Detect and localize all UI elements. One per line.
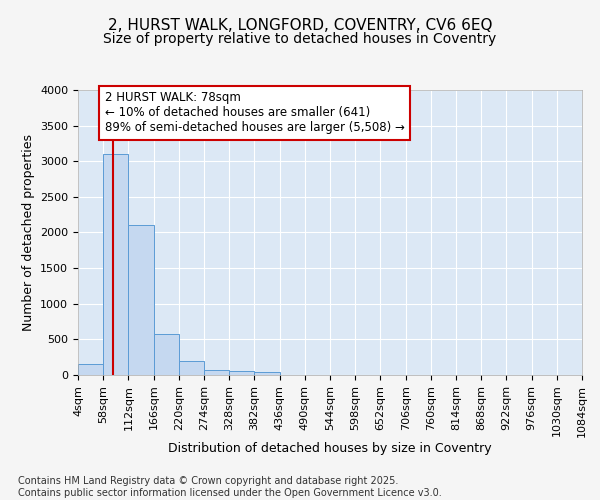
Bar xyxy=(103,154,128,375)
Bar xyxy=(179,361,204,375)
Bar xyxy=(204,370,229,375)
Text: Contains HM Land Registry data © Crown copyright and database right 2025.
Contai: Contains HM Land Registry data © Crown c… xyxy=(18,476,442,498)
Bar xyxy=(128,226,154,375)
Bar xyxy=(154,334,179,375)
Bar xyxy=(254,372,280,375)
Bar xyxy=(229,372,254,375)
Text: Size of property relative to detached houses in Coventry: Size of property relative to detached ho… xyxy=(103,32,497,46)
X-axis label: Distribution of detached houses by size in Coventry: Distribution of detached houses by size … xyxy=(168,442,492,456)
Y-axis label: Number of detached properties: Number of detached properties xyxy=(22,134,35,331)
Text: 2, HURST WALK, LONGFORD, COVENTRY, CV6 6EQ: 2, HURST WALK, LONGFORD, COVENTRY, CV6 6… xyxy=(108,18,492,32)
Text: 2 HURST WALK: 78sqm
← 10% of detached houses are smaller (641)
89% of semi-detac: 2 HURST WALK: 78sqm ← 10% of detached ho… xyxy=(104,92,404,134)
Bar xyxy=(78,364,103,375)
